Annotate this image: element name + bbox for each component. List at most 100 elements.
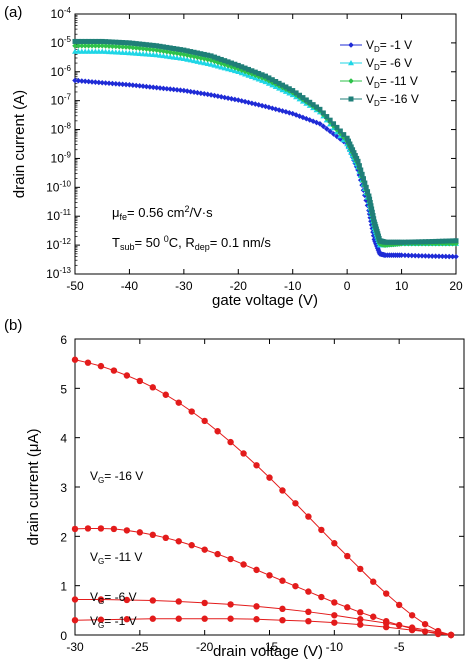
plot-a-point: [232, 65, 238, 71]
plot-b-ticks: -30 -25 -20 -15 -10 -5 0 1 2 3 4 5 6: [60, 333, 464, 654]
plot-a-point: [160, 48, 167, 54]
plot-a-point: [198, 55, 204, 61]
plot-a-point: [366, 211, 373, 217]
plot-a-point: [293, 112, 299, 118]
plot-a-point: [222, 58, 228, 64]
plot-a-point: [398, 252, 405, 259]
plot-a-ytick-label: 10-6: [51, 64, 72, 79]
plot-a-point: [208, 61, 215, 67]
plot-a-point: [360, 176, 366, 182]
plot-b-ytick-label: 5: [60, 382, 67, 396]
plot-a-point: [150, 84, 157, 91]
plot-b-point: [84, 359, 92, 366]
plot-b-point: [292, 500, 299, 507]
plot-a-point: [154, 43, 160, 49]
plot-b-point: [123, 527, 131, 534]
plot-a-point: [239, 64, 245, 70]
plot-a-point: [201, 60, 208, 66]
plot-a-point: [218, 56, 224, 62]
plot-a-series: [72, 38, 459, 260]
plot-a-point: [453, 253, 459, 260]
plot-a-point: [359, 171, 365, 177]
plot-a-point: [85, 78, 92, 85]
plot-b-ytick-label: 1: [60, 580, 67, 594]
plot-a-ticks: -50 -40 -30 -20 -10 0 10 20 10-4 10-5 10-6 10-7 10-8…: [46, 6, 463, 293]
plot-b-point: [253, 603, 260, 610]
plot-a-point: [425, 253, 432, 259]
plot-a-point: [187, 88, 194, 95]
plot-b-point: [305, 608, 312, 616]
plot-a-point: [273, 79, 279, 85]
plot-a-point: [198, 90, 204, 97]
plot-a-point: [442, 240, 449, 247]
plot-a-point: [208, 53, 214, 59]
plot-a-ytick-label: 10-4: [51, 6, 72, 21]
plot-b-point: [279, 617, 286, 624]
plot-a-point: [341, 132, 347, 138]
plot-a-point: [259, 102, 265, 109]
plot-a-point: [126, 81, 133, 88]
plot-a-point: [194, 50, 200, 56]
plot-b-point: [123, 596, 131, 604]
plot-b-point: [279, 605, 286, 613]
curve-label: VG= -11 V: [90, 550, 142, 566]
plot-a-point: [293, 90, 299, 96]
plot-b-point: [331, 619, 338, 626]
plot-b-xtick-label: -5: [394, 640, 405, 654]
plot-a-point: [409, 239, 415, 245]
plot-b-point: [292, 582, 299, 590]
plot-b-point: [370, 613, 377, 620]
plot-a-point: [208, 92, 214, 98]
plot-a-point: [232, 61, 238, 67]
plot-b-point: [447, 631, 455, 639]
panel-a: (a) -50 -40 -30 -20 -10 0 10 20 10-4 10-5 10-6 10-7…: [4, 4, 463, 309]
plot-a-point: [143, 83, 150, 90]
plot-b-point: [240, 450, 247, 457]
plot-b-point: [175, 615, 182, 622]
plot-b-point: [434, 629, 442, 637]
plot-b-point: [214, 550, 221, 558]
plot-a-point: [184, 56, 191, 62]
plot-b-point: [408, 626, 416, 634]
plot-a-point: [130, 44, 136, 51]
plot-b-point: [201, 546, 208, 553]
plot-a-point: [99, 42, 106, 49]
plot-a-point: [96, 79, 102, 86]
plot-b-point: [344, 552, 351, 560]
plot-b-point: [71, 525, 79, 533]
plot-b-point: [357, 621, 364, 628]
plot-a-point: [368, 203, 374, 209]
plot-a-xtick-label: -30: [175, 279, 193, 293]
plot-a-point: [211, 54, 217, 60]
plot-a-point: [79, 42, 85, 49]
plot-a-point: [181, 87, 187, 94]
deposition-annotation: Tsub= 50 0C, Rdep= 0.1 nm/s: [112, 234, 271, 252]
plot-a-point: [249, 68, 255, 74]
plot-a-point: [419, 253, 425, 259]
plot-b-point: [253, 566, 260, 574]
legend-marker: [348, 42, 354, 48]
panel-b-label: (b): [4, 317, 22, 334]
plot-a-point: [405, 252, 412, 259]
plot-a-point: [194, 89, 201, 96]
mobility-annotation: μfe= 0.56 cm2/V·s: [112, 204, 213, 222]
plot-a-point: [242, 65, 248, 71]
plot-b-point: [175, 538, 182, 545]
plot-a-point: [365, 189, 371, 195]
plot-a-point: [225, 66, 232, 72]
plot-a-point: [113, 39, 119, 45]
plot-a-point: [170, 50, 177, 56]
plot-a-point: [245, 66, 251, 72]
plot-b-point: [149, 597, 156, 604]
plot-b-point: [383, 590, 390, 597]
plot-a-point: [181, 47, 187, 53]
plot-a-point: [75, 42, 82, 49]
plot-a-point: [303, 97, 309, 103]
plot-b-point: [227, 601, 234, 608]
plot-a-point: [184, 48, 190, 54]
plot-a-point: [126, 40, 132, 46]
plot-a-point: [355, 158, 361, 164]
plot-a-point: [242, 98, 248, 105]
plot-a-point: [164, 44, 170, 50]
plot-a-point: [371, 216, 377, 222]
